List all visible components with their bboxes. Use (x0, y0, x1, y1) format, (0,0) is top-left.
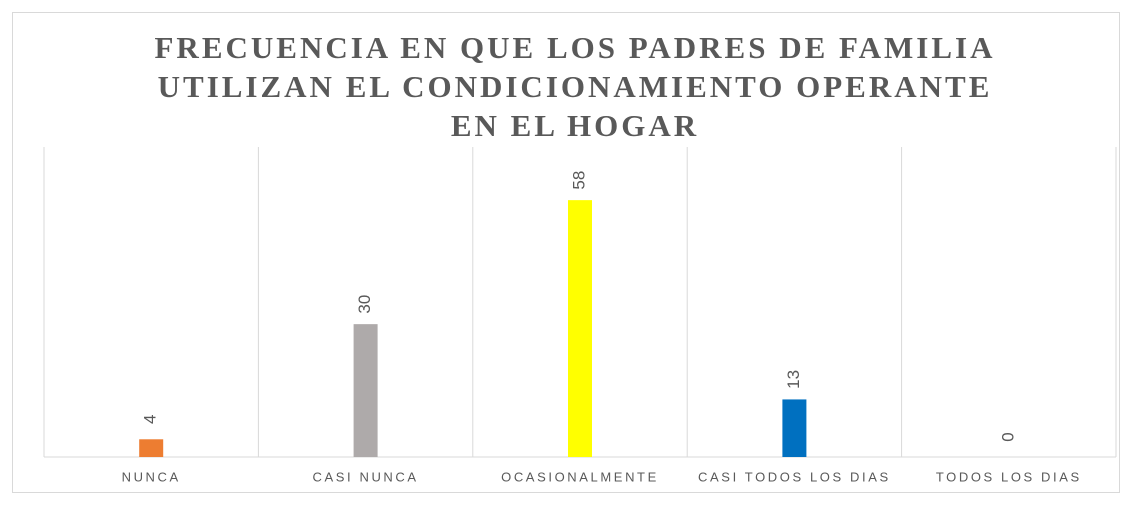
data-label: 4 (141, 415, 160, 424)
bar (139, 439, 164, 457)
chart-title: UTILIZAN EL CONDICIONAMIENTO OPERANTE (158, 69, 993, 104)
x-tick-label: TODOS LOS DIAS (936, 469, 1082, 484)
bar (782, 399, 807, 457)
x-tick-label: CASI NUNCA (313, 469, 419, 484)
data-label: 13 (784, 370, 803, 389)
x-tick-label: OCASIONALMENTE (501, 469, 659, 484)
chart-title: FRECUENCIA EN QUE LOS PADRES DE FAMILIA (155, 30, 996, 65)
data-label: 58 (569, 171, 588, 190)
bar (353, 324, 378, 457)
data-label: 30 (355, 295, 374, 314)
bar (568, 200, 592, 457)
x-tick-label: NUNCA (122, 469, 181, 484)
x-tick-label: CASI TODOS LOS DIAS (698, 469, 891, 484)
chart-border (12, 12, 1120, 493)
chart-title: EN EL HOGAR (451, 108, 699, 143)
data-label: 0 (998, 432, 1017, 441)
